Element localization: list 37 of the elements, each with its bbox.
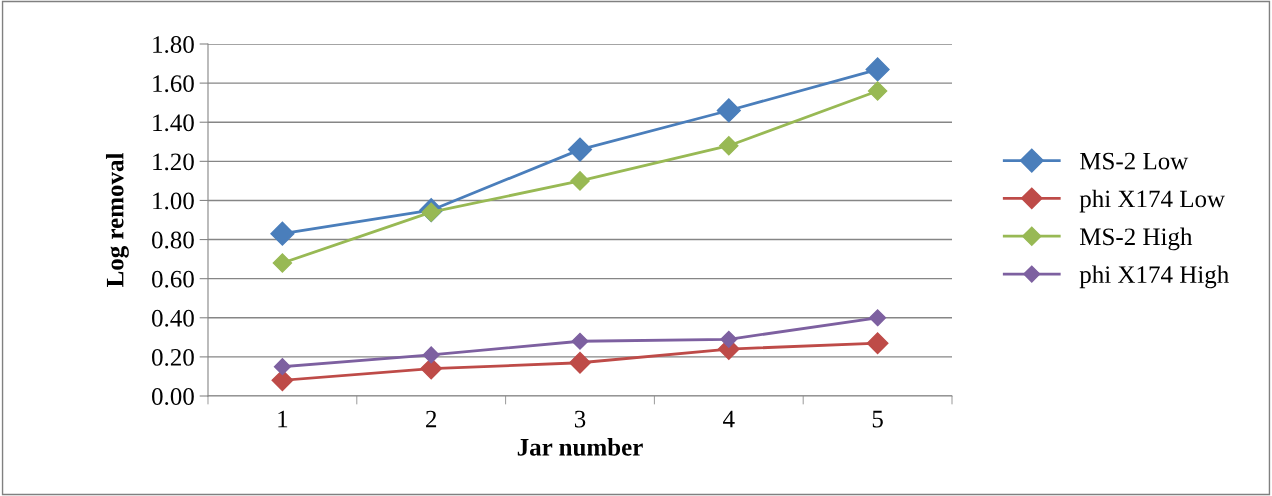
- x-tick-label: 3: [574, 410, 586, 428]
- point: [270, 221, 295, 246]
- y-tick-label: 1.00: [153, 192, 194, 210]
- y-axis-title: Log removal: [105, 152, 129, 288]
- point: [865, 57, 890, 82]
- y-tick-label: 1.60: [153, 75, 194, 93]
- point: [569, 351, 591, 374]
- point: [720, 330, 738, 348]
- y-tick-label: 1.80: [153, 36, 194, 54]
- y-tick-label: 0.00: [152, 388, 194, 406]
- point: [869, 309, 887, 327]
- point: [570, 171, 590, 191]
- point: [867, 81, 888, 101]
- x-axis-title: Jar number: [517, 438, 643, 456]
- point: [271, 369, 294, 392]
- x-tick-label: 5: [872, 410, 883, 428]
- point: [422, 346, 440, 364]
- y-tick-label: 0.60: [152, 270, 194, 288]
- point: [716, 98, 741, 123]
- point: [571, 332, 589, 350]
- x-tick-label: 2: [426, 410, 437, 428]
- y-tick-label: 0.20: [152, 348, 194, 366]
- x-tick-label: 1: [278, 410, 288, 428]
- point: [719, 135, 739, 156]
- point: [273, 358, 291, 376]
- point: [866, 332, 889, 355]
- legend-label: MS-2 Low: [1079, 152, 1189, 170]
- legend-label: phi X174 Low: [1079, 189, 1225, 213]
- y-tick-label: 1.40: [153, 114, 194, 132]
- point: [272, 253, 293, 273]
- y-tick-label: 0.40: [152, 309, 194, 327]
- legend-label: MS-2 High: [1079, 227, 1193, 251]
- y-tick-label: 0.80: [152, 231, 194, 249]
- y-tick-label: 1.20: [153, 153, 194, 171]
- x-tick-label: 4: [723, 410, 735, 428]
- point: [567, 137, 593, 162]
- legend-label: phi X174 High: [1079, 265, 1229, 289]
